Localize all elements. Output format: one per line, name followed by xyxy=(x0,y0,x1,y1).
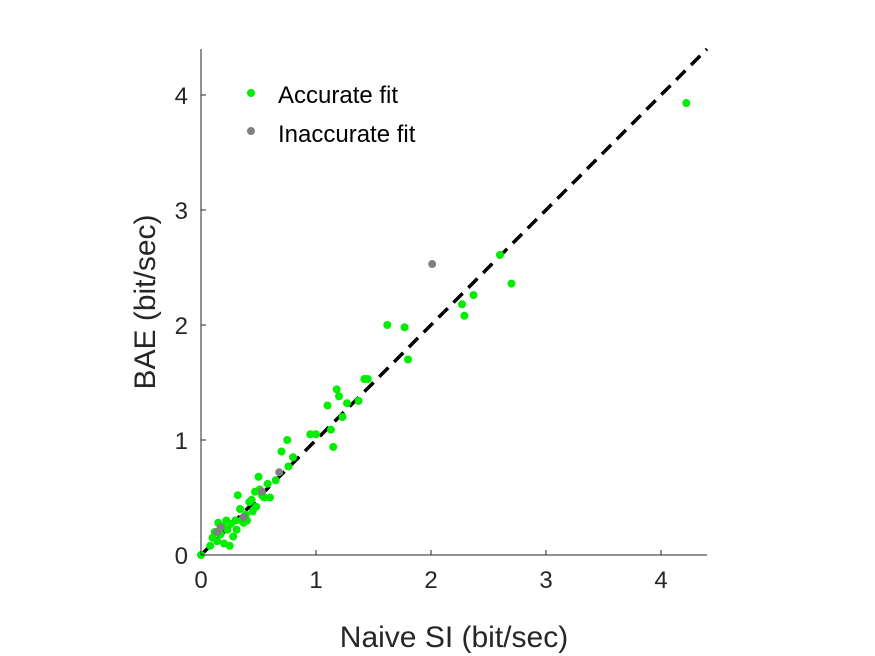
point-accurate-fit xyxy=(332,385,341,394)
point-accurate-fit xyxy=(400,323,409,332)
point-accurate-fit xyxy=(354,396,363,405)
point-accurate-fit xyxy=(338,413,347,421)
point-accurate-fit xyxy=(277,447,286,456)
point-accurate-fit xyxy=(458,300,467,309)
point-accurate-fit xyxy=(460,311,469,320)
legend-marker-accurate-fit xyxy=(247,89,255,97)
legend-marker-inaccurate-fit xyxy=(247,127,255,135)
point-accurate-fit xyxy=(231,516,240,525)
point-accurate-fit xyxy=(343,399,352,408)
point-accurate-fit xyxy=(263,479,272,488)
point-accurate-fit xyxy=(283,436,292,444)
point-inaccurate-fit xyxy=(275,468,284,477)
point-accurate-fit xyxy=(284,462,293,471)
y-axis-label: BAE (bit/sec) xyxy=(129,214,162,389)
point-accurate-fit xyxy=(329,442,338,451)
data-points xyxy=(197,99,691,559)
point-accurate-fit xyxy=(363,375,372,384)
point-accurate-fit xyxy=(225,541,234,550)
point-accurate-fit xyxy=(232,525,241,534)
legend-label-accurate-fit: Accurate fit xyxy=(278,82,398,109)
point-accurate-fit xyxy=(266,493,274,502)
point-accurate-fit xyxy=(496,250,504,259)
reference-line xyxy=(199,47,709,557)
point-accurate-fit xyxy=(213,537,222,546)
y-tick-label: 3 xyxy=(175,198,188,225)
x-tick-label: 4 xyxy=(654,567,667,594)
point-accurate-fit xyxy=(223,525,232,534)
y-tick-label: 1 xyxy=(175,428,188,455)
point-accurate-fit xyxy=(247,495,256,504)
point-accurate-fit xyxy=(306,430,315,439)
x-ticks: 0 1 2 3 4 xyxy=(194,550,668,594)
point-inaccurate-fit xyxy=(239,513,248,522)
point-accurate-fit xyxy=(252,502,261,511)
legend-label-inaccurate-fit: Inaccurate fit xyxy=(278,121,416,148)
legend: Accurate fit Inaccurate fit xyxy=(247,82,416,148)
plot-area: 0 1 2 3 4 0 1 2 3 4 xyxy=(175,47,709,594)
point-accurate-fit xyxy=(326,425,335,434)
point-accurate-fit xyxy=(404,355,412,364)
x-tick-label: 2 xyxy=(424,567,437,594)
point-accurate-fit xyxy=(254,472,263,481)
point-accurate-fit xyxy=(233,491,242,500)
point-accurate-fit xyxy=(289,453,297,462)
point-inaccurate-fit xyxy=(216,523,225,532)
point-accurate-fit xyxy=(507,279,516,288)
point-accurate-fit xyxy=(236,505,245,513)
point-accurate-fit xyxy=(383,321,392,329)
point-accurate-fit xyxy=(271,476,280,485)
x-axis-label: Naive SI (bit/sec) xyxy=(340,621,568,654)
x-tick-label: 1 xyxy=(309,567,322,594)
y-tick-label: 4 xyxy=(175,83,188,110)
point-accurate-fit xyxy=(206,541,215,550)
point-accurate-fit xyxy=(469,291,478,300)
point-accurate-fit xyxy=(323,401,332,410)
y-ticks: 0 1 2 3 4 xyxy=(175,83,206,570)
y-tick-label: 0 xyxy=(175,543,188,570)
point-accurate-fit xyxy=(682,99,691,108)
point-accurate-fit xyxy=(229,532,238,541)
point-inaccurate-fit xyxy=(428,260,437,269)
x-tick-label: 0 xyxy=(194,567,207,594)
point-accurate-fit xyxy=(312,430,320,439)
point-inaccurate-fit xyxy=(257,487,266,496)
point-accurate-fit xyxy=(335,392,343,401)
y-tick-label: 2 xyxy=(175,313,188,340)
x-tick-label: 3 xyxy=(539,567,552,594)
